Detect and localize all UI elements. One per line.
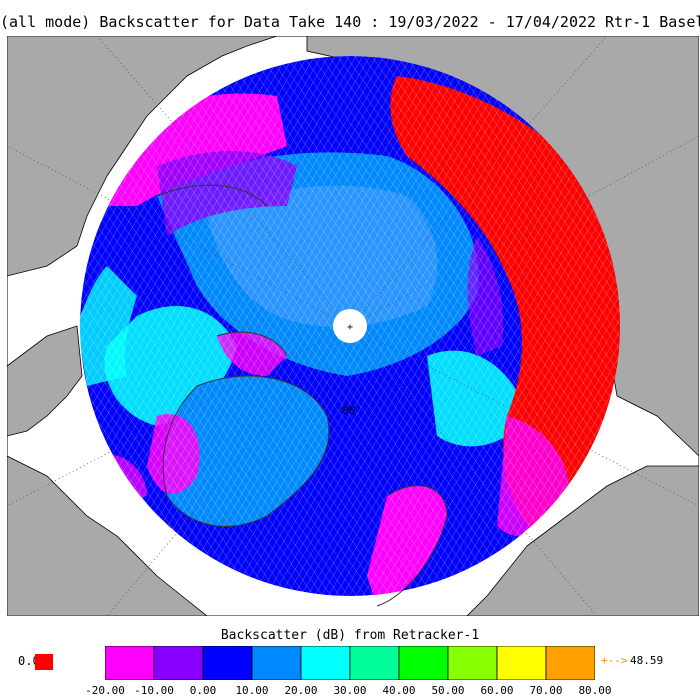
colorbar-segment bbox=[251, 646, 302, 680]
colorbar-min-swatch bbox=[35, 654, 53, 670]
land-canada-west bbox=[7, 325, 83, 437]
colorbar-tick-label: 20.00 bbox=[284, 684, 318, 697]
colorbar-segment bbox=[349, 646, 400, 680]
colorbar-tick-label: 50.00 bbox=[431, 684, 465, 697]
colorbar-tick-label: 80.00 bbox=[578, 684, 612, 697]
colorbar-tick-label: 30.00 bbox=[333, 684, 367, 697]
colorbar-title: Backscatter (dB) from Retracker-1 bbox=[220, 628, 480, 643]
coastlines bbox=[156, 184, 448, 607]
colorbar-segment bbox=[398, 646, 449, 680]
colorbar-tick-label: 0.00 bbox=[189, 684, 217, 697]
land-greenland-southwest bbox=[7, 455, 208, 616]
land-alaska-northwest bbox=[7, 36, 278, 277]
colorbar-max-label: 48.59 bbox=[630, 654, 664, 667]
colorbar-tick-label: 10.00 bbox=[235, 684, 269, 697]
colorbar-tick-labels: -20.00 -10.00 0.00 10.00 20.00 30.00 40.00 50.0… bbox=[0, 684, 700, 700]
latitude-label: 80 bbox=[342, 404, 355, 417]
land-masses bbox=[7, 36, 699, 616]
colorbar-min-label: 0.0 bbox=[18, 654, 40, 668]
colorbar-tick-label: 40.00 bbox=[382, 684, 416, 697]
graticule bbox=[7, 36, 699, 616]
land-europe-south bbox=[466, 465, 699, 616]
colorbar-segment bbox=[105, 646, 155, 680]
colorbar-segment bbox=[545, 646, 595, 680]
colorbar-max-arrow: +--> bbox=[601, 654, 628, 667]
colorbar-tick-label: -20.00 bbox=[85, 684, 125, 697]
pole-marker: + bbox=[347, 322, 353, 333]
colorbar-segment bbox=[496, 646, 547, 680]
colorbar-segment bbox=[447, 646, 498, 680]
colorbar-tick-label: -10.00 bbox=[134, 684, 174, 697]
pole-hole bbox=[333, 309, 367, 343]
colorbar-segment bbox=[300, 646, 351, 680]
colorbar-segment bbox=[153, 646, 204, 680]
colorbar-segment bbox=[202, 646, 253, 680]
polar-map: + 80 bbox=[7, 36, 699, 616]
colorbar-tick-label: 60.00 bbox=[480, 684, 514, 697]
map-title: (all mode) Backscatter for Data Take 140… bbox=[0, 13, 700, 31]
colorbar-tick-label: 70.00 bbox=[529, 684, 563, 697]
colorbar bbox=[105, 646, 595, 680]
